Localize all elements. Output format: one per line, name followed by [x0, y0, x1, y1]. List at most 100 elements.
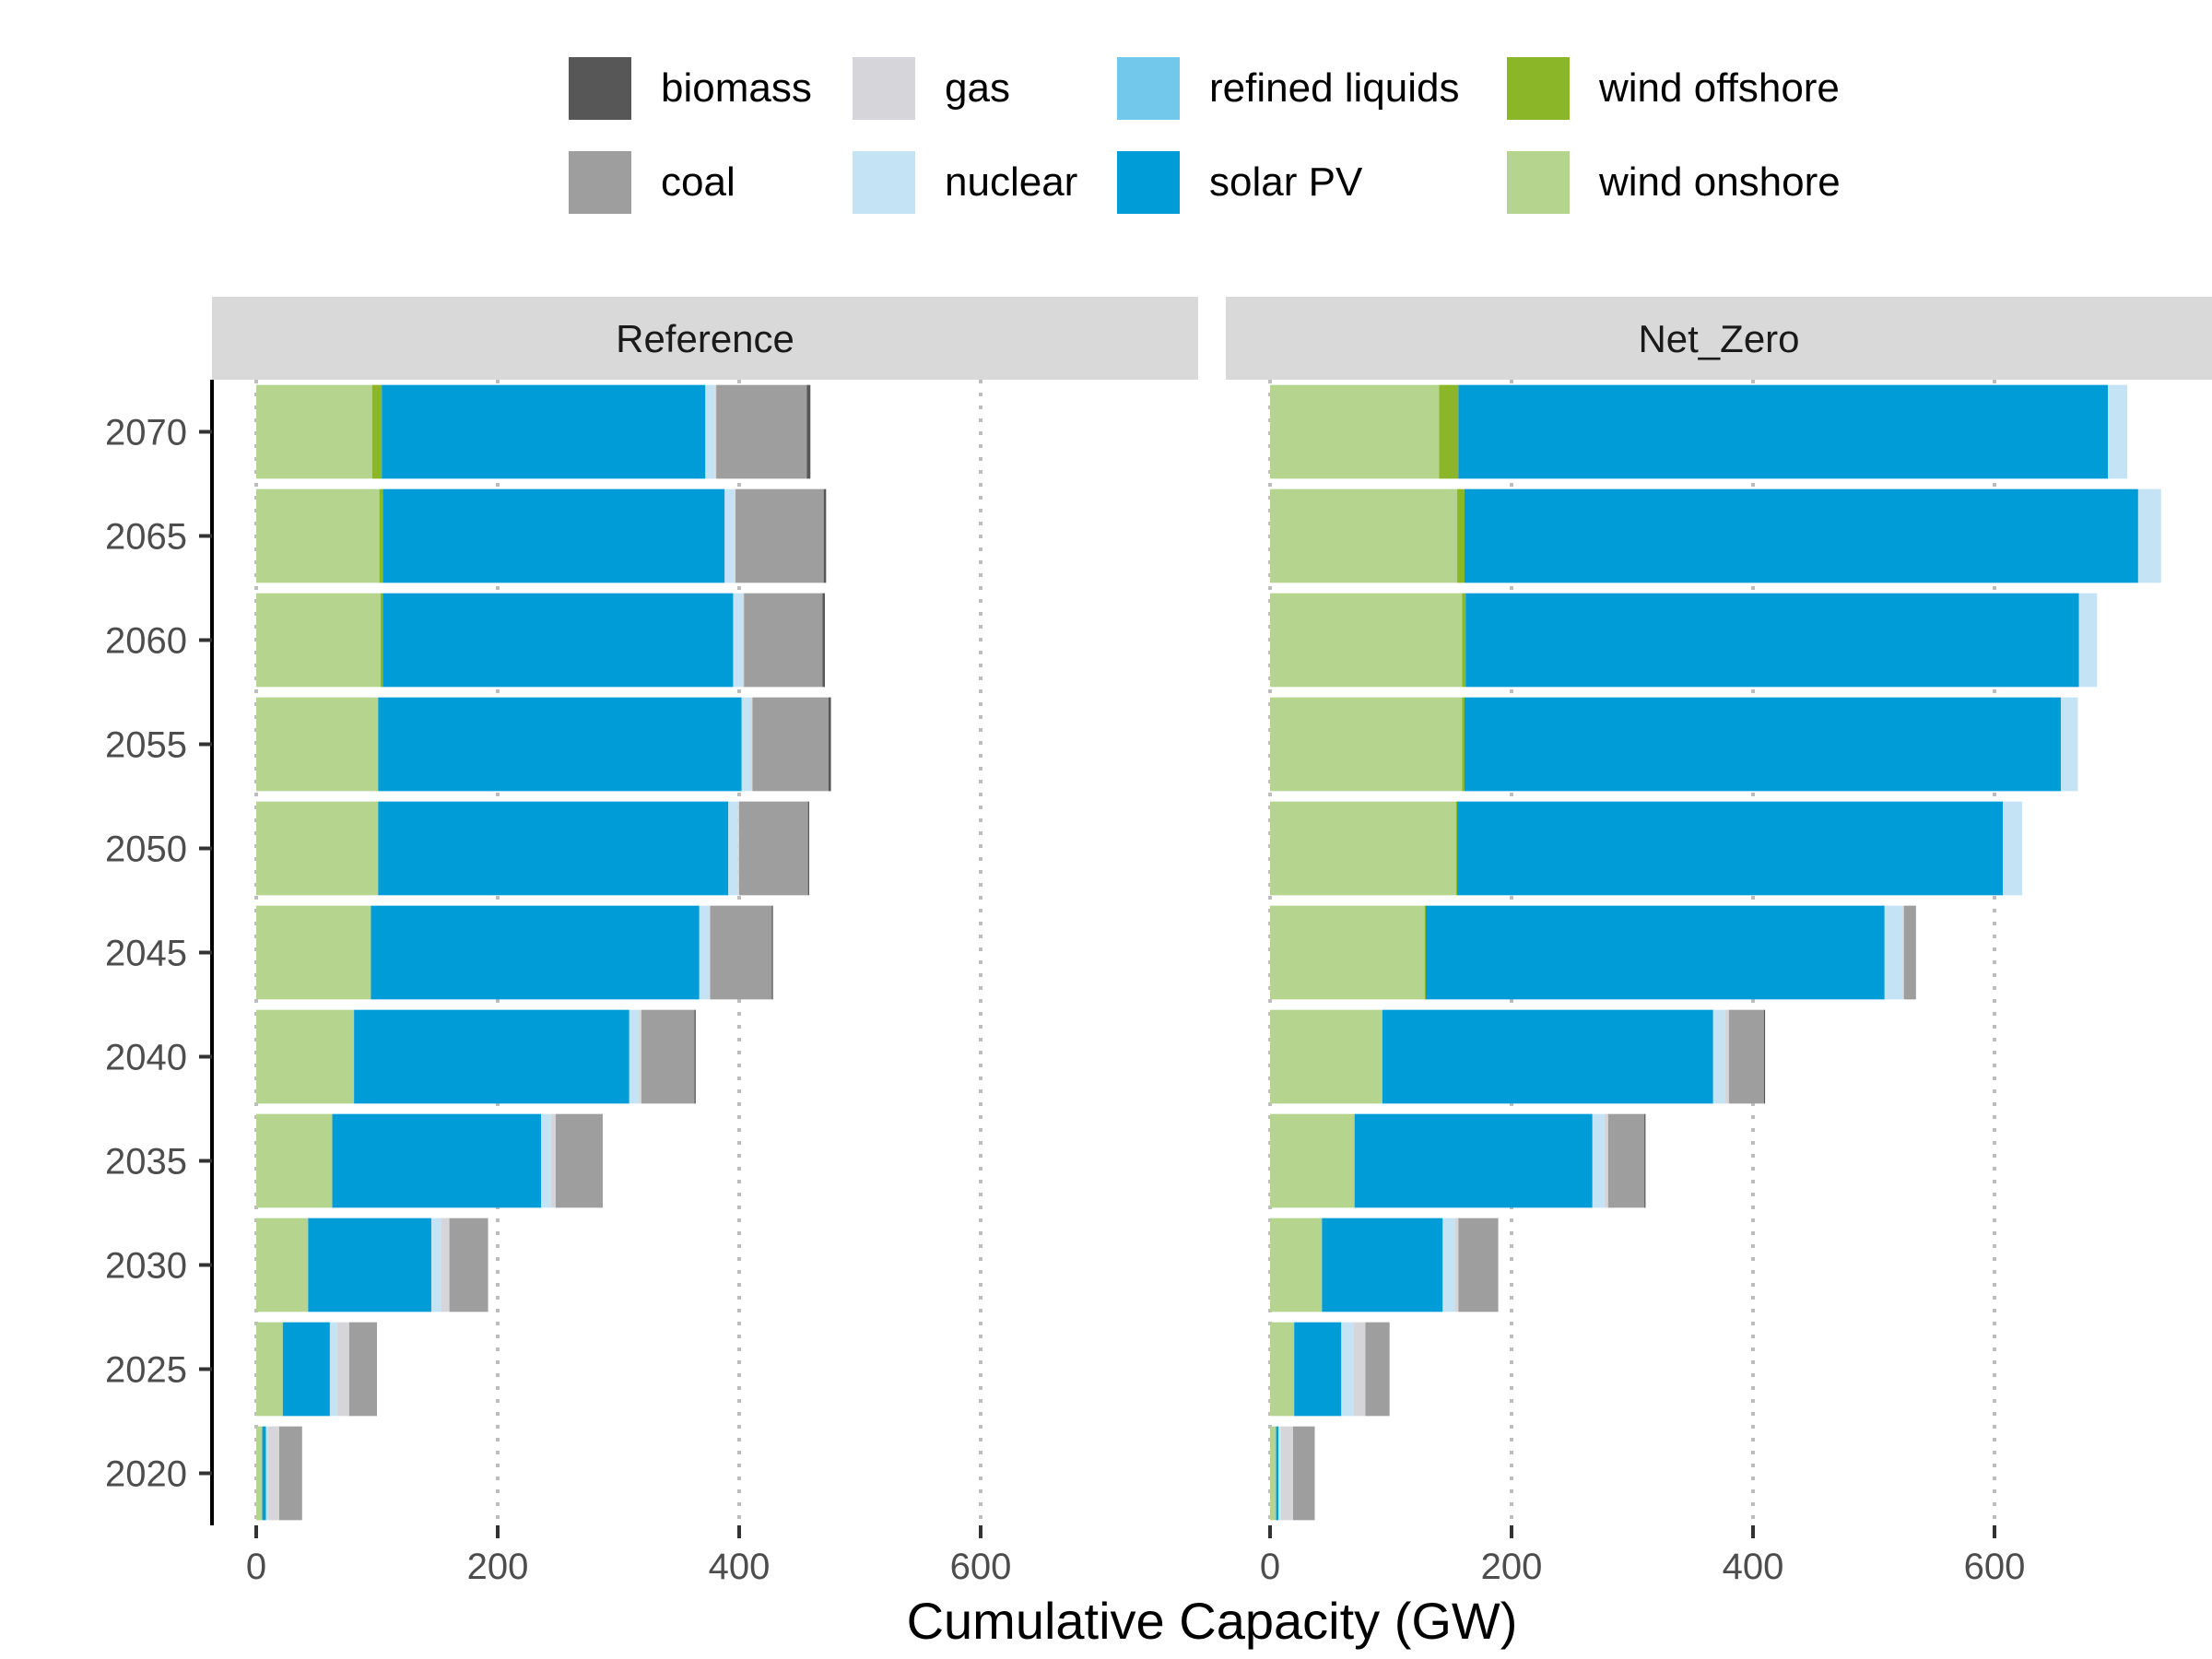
bar-reference-2065-coal	[735, 488, 824, 583]
legend-label-coal: coal	[661, 159, 735, 205]
bar-reference-2065-nuclear	[724, 488, 735, 583]
bar-reference-2035-nuclear	[541, 1113, 551, 1208]
bar-net-zero-2035-gas	[1604, 1113, 1608, 1208]
bar-reference-2030-solar-pv	[308, 1218, 431, 1312]
bar-reference-2055-gas	[751, 697, 753, 792]
legend-swatch-nuclear	[853, 151, 915, 214]
bars-net-zero	[1270, 384, 2161, 1521]
bar-net-zero-2070-wind-onshore	[1270, 384, 1440, 479]
bar-reference-2070-wind-offshore	[371, 384, 382, 479]
legend-swatch-gas	[853, 57, 915, 120]
bar-reference-2040-nuclear	[629, 1009, 640, 1104]
bar-reference-2035-coal	[555, 1113, 603, 1208]
bar-reference-2050-coal	[739, 801, 808, 896]
bar-net-zero-2065-wind-offshore	[1457, 488, 1465, 583]
bar-reference-2045-coal	[710, 905, 772, 1000]
bar-reference-2060-wind-offshore	[380, 593, 383, 688]
bar-reference-2065-wind-onshore	[256, 488, 380, 583]
bar-reference-2045-solar-pv	[371, 905, 700, 1000]
bar-net-zero-2035-solar-pv	[1354, 1113, 1593, 1208]
bar-reference-2070-coal	[716, 384, 807, 479]
bar-net-zero-2045-wind-offshore	[1424, 905, 1426, 1000]
bar-reference-2040-gas	[639, 1009, 641, 1104]
x-tick-label-net-zero-0: 0	[1260, 1547, 1280, 1587]
bar-reference-2025-solar-pv	[282, 1322, 330, 1417]
bar-reference-2035-wind-onshore	[256, 1113, 333, 1208]
bar-reference-2060-wind-onshore	[256, 593, 381, 688]
bar-reference-2045-nuclear	[699, 905, 710, 1000]
bar-reference-2025-gas	[336, 1322, 349, 1417]
bar-reference-2050-solar-pv	[378, 801, 729, 896]
bar-net-zero-2025-gas	[1353, 1322, 1366, 1417]
bar-net-zero-2035-wind-onshore	[1270, 1113, 1355, 1208]
bar-net-zero-2030-nuclear	[1442, 1218, 1455, 1312]
bar-net-zero-2045-coal	[1903, 905, 1916, 1000]
bar-reference-2070-solar-pv	[382, 384, 706, 479]
bar-reference-2070-biomass	[806, 384, 811, 479]
bar-net-zero-2040-wind-onshore	[1270, 1009, 1382, 1104]
bar-net-zero-2055-wind-onshore	[1270, 697, 1463, 792]
legend-swatch-refined-liquids	[1117, 57, 1180, 120]
bar-reference-2035-solar-pv	[332, 1113, 542, 1208]
y-tick-label-2070: 2070	[105, 413, 187, 453]
bar-net-zero-2030-wind-onshore	[1270, 1218, 1323, 1312]
bar-net-zero-2030-solar-pv	[1322, 1218, 1443, 1312]
bar-reference-2025-wind-onshore	[256, 1322, 283, 1417]
x-tick-label-reference-400: 400	[709, 1547, 771, 1587]
x-tick-labels-net-zero: 0 200 400 600	[1260, 1525, 2026, 1587]
x-tick-label-net-zero-600: 600	[1964, 1547, 2026, 1587]
bar-net-zero-2050-nuclear	[2003, 801, 2023, 896]
bar-reference-2055-coal	[752, 697, 829, 792]
bar-reference-2055-wind-onshore	[256, 697, 379, 792]
bar-net-zero-2050-solar-pv	[1457, 801, 2004, 896]
legend-label-solar-pv: solar PV	[1209, 159, 1363, 205]
bar-reference-2045-gas	[709, 905, 711, 1000]
bar-net-zero-2020-coal	[1292, 1426, 1315, 1521]
bar-net-zero-2060-solar-pv	[1465, 593, 2079, 688]
bar-reference-2020-coal	[278, 1426, 302, 1521]
x-axis-title: Cumulative Capacity (GW)	[907, 1592, 1518, 1650]
bar-reference-2060-biomass	[822, 593, 826, 688]
legend-swatch-solar-pv	[1117, 151, 1180, 214]
legend-label-gas: gas	[945, 65, 1010, 111]
panel-reference: Reference 0 200 400 600	[212, 297, 1198, 1587]
bar-net-zero-2025-wind-onshore	[1270, 1322, 1295, 1417]
legend-label-nuclear: nuclear	[945, 159, 1077, 205]
bars-reference	[256, 384, 831, 1521]
bar-net-zero-2065-nuclear	[2137, 488, 2161, 583]
bar-reference-2055-biomass	[828, 697, 831, 792]
bar-net-zero-2040-nuclear	[1712, 1009, 1725, 1104]
bar-reference-2050-wind-onshore	[256, 801, 379, 896]
bar-net-zero-2035-biomass	[1644, 1113, 1646, 1208]
bar-net-zero-2060-wind-offshore	[1462, 593, 1466, 688]
bar-net-zero-2030-coal	[1458, 1218, 1499, 1312]
bar-net-zero-2060-wind-onshore	[1270, 593, 1463, 688]
y-axis-ticks: 2020 2025 2030 2035 2040 2045 2050 2055 2060 2065…	[105, 413, 212, 1495]
bar-net-zero-2050-wind-offshore	[1455, 801, 1458, 896]
bar-net-zero-2040-biomass	[1763, 1009, 1766, 1104]
facet-title-net-zero: Net_Zero	[1638, 317, 1799, 360]
panel-net-zero: Net_Zero 0 200 400 600	[1226, 297, 2212, 1587]
x-tick-label-net-zero-200: 200	[1481, 1547, 1543, 1587]
bar-reference-2030-coal	[449, 1218, 488, 1312]
bar-net-zero-2020-solar-pv	[1276, 1426, 1279, 1521]
bar-net-zero-2025-nuclear	[1341, 1322, 1354, 1417]
bar-reference-2060-nuclear	[733, 593, 743, 688]
facet-strip-reference	[212, 297, 1198, 380]
y-tick-label-2035: 2035	[105, 1142, 187, 1182]
bar-net-zero-2045-solar-pv	[1425, 905, 1885, 1000]
bar-net-zero-2060-nuclear	[2078, 593, 2098, 688]
bar-net-zero-2045-gas	[1902, 905, 1904, 1000]
bar-reference-2030-gas	[441, 1218, 450, 1312]
bar-reference-2040-solar-pv	[354, 1009, 629, 1104]
y-tick-label-2045: 2045	[105, 934, 187, 974]
bar-reference-2025-nuclear	[329, 1322, 337, 1417]
bar-net-zero-2070-solar-pv	[1458, 384, 2109, 479]
y-tick-label-2040: 2040	[105, 1038, 187, 1078]
bar-net-zero-2065-wind-onshore	[1270, 488, 1458, 583]
bar-reference-2020-gas	[268, 1426, 279, 1521]
legend-label-refined-liquids: refined liquids	[1209, 65, 1460, 111]
bar-net-zero-2040-solar-pv	[1382, 1009, 1713, 1104]
bar-net-zero-2030-gas	[1454, 1218, 1459, 1312]
